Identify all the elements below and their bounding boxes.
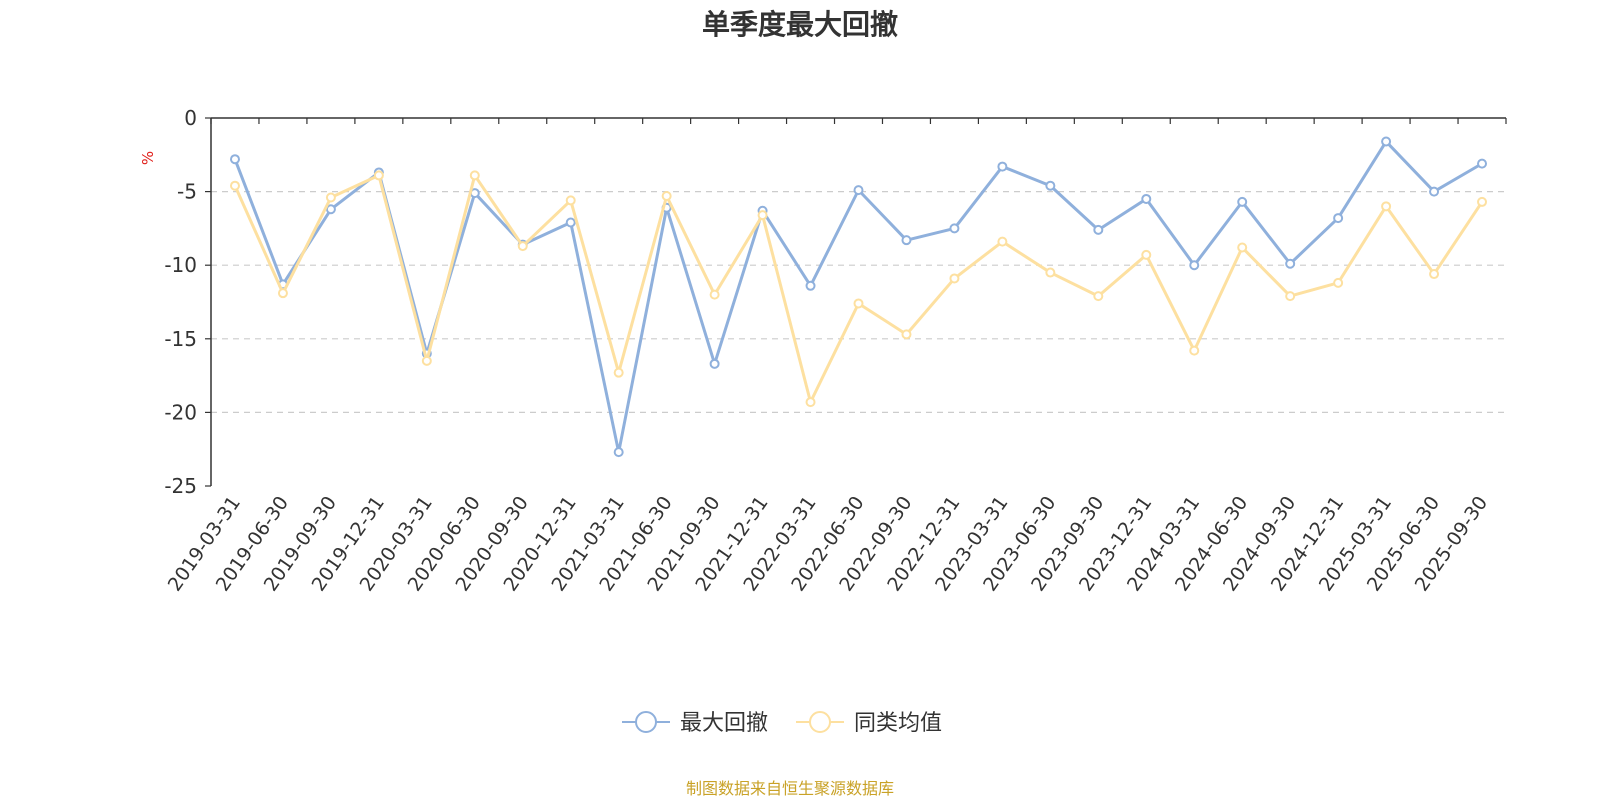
data-point[interactable] [421, 355, 432, 366]
data-point[interactable] [949, 273, 960, 284]
legend[interactable]: 最大回撤 同类均值 [622, 711, 942, 736]
data-point[interactable] [853, 185, 864, 196]
data-point[interactable] [373, 170, 384, 181]
x-tick-labels: 2019-03-312019-06-302019-09-302019-12-31… [164, 492, 1492, 595]
data-point[interactable] [277, 288, 288, 299]
data-point[interactable] [613, 447, 624, 458]
y-tick-label: -15 [164, 327, 197, 351]
data-point[interactable] [1477, 158, 1488, 169]
data-point[interactable] [901, 329, 912, 340]
y-tick-labels: 0 -5 -10 -15 -20 -25 [164, 106, 197, 498]
series-line [233, 173, 1484, 404]
data-point[interactable] [1333, 277, 1344, 288]
data-point[interactable] [1381, 201, 1392, 212]
data-point[interactable] [1189, 345, 1200, 356]
data-point[interactable] [1237, 242, 1248, 253]
y-tick-label: -5 [177, 180, 197, 204]
series-1 [229, 170, 1488, 408]
data-point[interactable] [1141, 249, 1152, 260]
chart-title: 单季度最大回撤 [702, 8, 898, 41]
data-point[interactable] [853, 298, 864, 309]
data-point[interactable] [949, 223, 960, 234]
data-point[interactable] [325, 192, 336, 203]
data-point[interactable] [1429, 186, 1440, 197]
legend-item[interactable]: 同类均值 [796, 711, 942, 736]
data-point[interactable] [997, 161, 1008, 172]
data-point[interactable] [661, 191, 672, 202]
series-0 [229, 136, 1488, 458]
legend-label: 最大回撤 [680, 711, 768, 736]
data-point[interactable] [565, 217, 576, 228]
data-point[interactable] [565, 195, 576, 206]
data-point[interactable] [1285, 258, 1296, 269]
y-tick-label: -10 [164, 253, 197, 277]
data-point[interactable] [229, 154, 240, 165]
y-tick-label: -20 [164, 400, 197, 424]
axes [205, 117, 1507, 487]
data-point[interactable] [1045, 180, 1056, 191]
data-point[interactable] [517, 241, 528, 252]
data-point[interactable] [1093, 224, 1104, 235]
data-point[interactable] [1189, 260, 1200, 271]
legend-marker [809, 711, 831, 733]
data-point[interactable] [709, 358, 720, 369]
source-note: 制图数据来自恒生聚源数据库 [686, 779, 894, 798]
legend-marker [635, 711, 657, 733]
data-point[interactable] [1477, 196, 1488, 207]
y-tick-label: 0 [184, 106, 197, 130]
data-point[interactable] [469, 170, 480, 181]
data-point[interactable] [1333, 213, 1344, 224]
data-point[interactable] [901, 235, 912, 246]
data-point[interactable] [805, 280, 816, 291]
data-point[interactable] [1429, 269, 1440, 280]
data-point[interactable] [1237, 196, 1248, 207]
legend-label: 同类均值 [854, 711, 942, 736]
data-point[interactable] [757, 210, 768, 221]
data-point[interactable] [229, 180, 240, 191]
data-point[interactable] [709, 289, 720, 300]
data-point[interactable] [997, 236, 1008, 247]
data-point[interactable] [805, 397, 816, 408]
y-axis-unit: % [139, 151, 157, 165]
data-point[interactable] [1381, 136, 1392, 147]
data-point[interactable] [1141, 193, 1152, 204]
series-lines [229, 136, 1488, 458]
data-point[interactable] [1285, 291, 1296, 302]
data-point[interactable] [1045, 267, 1056, 278]
y-tick-label: -25 [164, 474, 197, 498]
data-point[interactable] [613, 367, 624, 378]
data-point[interactable] [1093, 291, 1104, 302]
legend-item[interactable]: 最大回撤 [622, 711, 768, 736]
data-point[interactable] [325, 204, 336, 215]
